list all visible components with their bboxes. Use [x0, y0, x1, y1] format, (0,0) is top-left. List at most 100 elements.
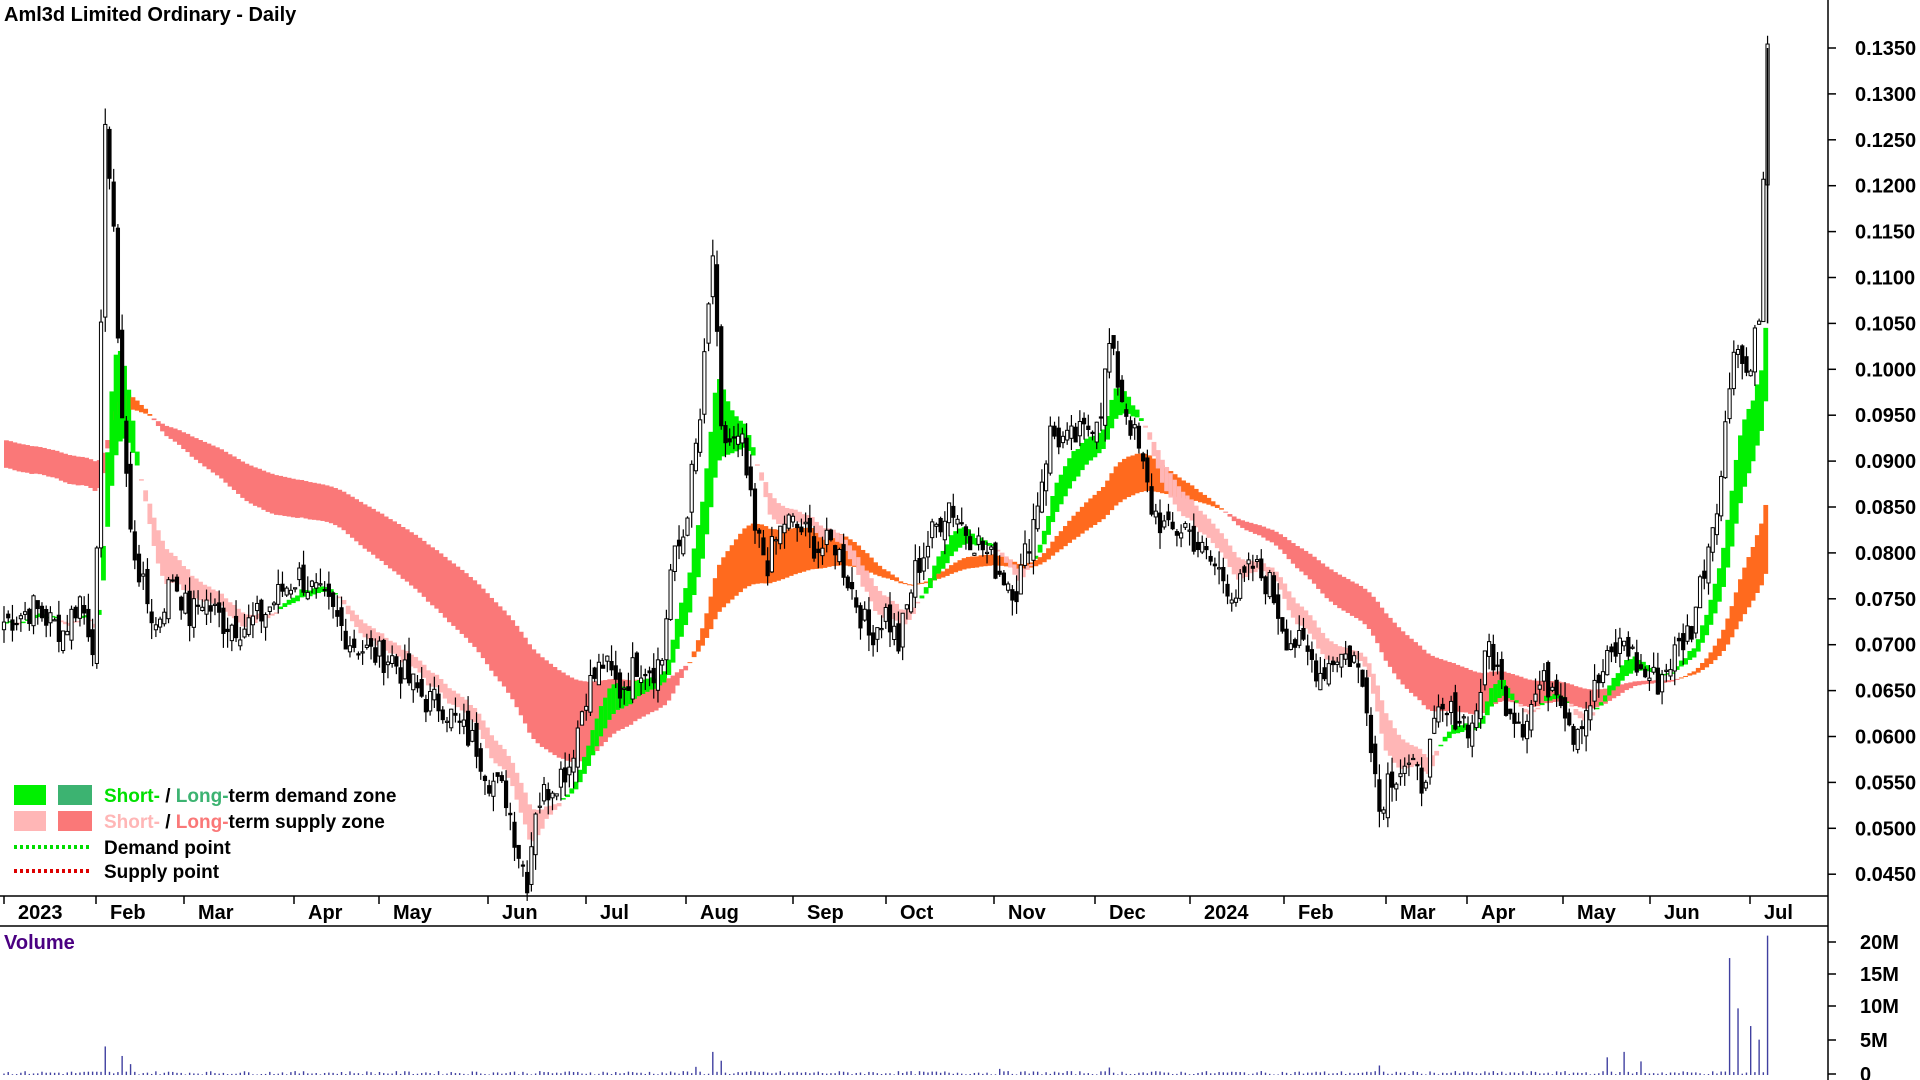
candle-body [115, 227, 121, 339]
short-term-zone-segment [189, 575, 195, 599]
candle-body [1406, 762, 1412, 765]
short-term-zone-segment [236, 608, 241, 623]
short-term-zone-segment [877, 590, 883, 615]
candle-body [782, 523, 787, 534]
candle-body [1482, 650, 1487, 686]
long-term-zone-segment [539, 657, 545, 747]
candle-body [233, 615, 239, 639]
candle-body [305, 591, 310, 600]
short-term-zone-segment [695, 525, 701, 578]
candle-body [1537, 684, 1542, 690]
long-term-zone-segment [1640, 680, 1646, 685]
short-term-zone-segment [873, 586, 878, 611]
short-term-zone-segment [548, 805, 554, 815]
long-term-zone-segment [20, 444, 26, 473]
candle-body [402, 659, 407, 680]
candle-body [1752, 327, 1758, 373]
candle-body [1242, 566, 1247, 573]
short-term-zone-segment [1759, 370, 1764, 431]
long-term-zone-segment [1349, 581, 1355, 616]
long-term-zone-segment [1763, 504, 1769, 574]
short-term-zone-segment [1096, 432, 1102, 454]
short-term-zone-segment [1514, 700, 1520, 703]
long-term-zone-segment [1565, 683, 1570, 703]
short-term-zone-segment [476, 713, 482, 730]
long-term-zone-segment [1539, 680, 1545, 706]
long-term-zone-segment [181, 432, 187, 450]
short-term-zone-segment [1320, 632, 1326, 655]
candle-body [14, 622, 19, 626]
short-term-zone-segment [1535, 707, 1541, 710]
candle-body [740, 433, 745, 444]
short-term-zone-segment [193, 578, 199, 599]
long-term-zone-segment [721, 557, 727, 608]
long-term-zone-segment [417, 537, 423, 593]
candle-body [1440, 703, 1445, 710]
short-term-zone-segment [1172, 479, 1178, 505]
short-term-zone-segment [202, 584, 208, 602]
candle-body [1427, 738, 1433, 778]
candle-body [567, 766, 572, 776]
short-term-zone-segment [641, 679, 646, 695]
long-term-zone-segment [531, 649, 537, 740]
candle-body [52, 619, 57, 622]
candle-body [655, 659, 661, 691]
long-term-zone-segment [303, 481, 309, 519]
price-tick-label: 0.0900 [1855, 451, 1916, 473]
short-term-zone-segment [206, 586, 212, 602]
candle-body [1478, 691, 1483, 720]
long-term-zone-segment [25, 445, 30, 473]
candle-body [1596, 674, 1601, 684]
candle-body [1069, 425, 1074, 439]
long-term-zone-segment [527, 644, 532, 733]
short-term-zone-segment [666, 659, 672, 675]
short-term-zone-segment [1088, 436, 1094, 461]
long-term-zone-segment [653, 680, 659, 711]
long-term-zone-segment [50, 449, 56, 478]
short-term-zone-segment [586, 745, 592, 766]
short-term-zone-segment [1079, 442, 1085, 471]
short-term-zone-segment [1742, 419, 1748, 487]
short-term-zone-segment [101, 545, 106, 581]
candle-body [86, 608, 91, 638]
candle-body [238, 639, 243, 647]
candle-body [436, 693, 441, 712]
short-term-zone-segment [780, 505, 786, 525]
candle-body [166, 579, 171, 620]
candle-body [1731, 351, 1736, 390]
short-term-zone-segment [1670, 672, 1676, 674]
short-term-zone-segment [383, 637, 389, 651]
short-term-zone-segment [417, 660, 423, 673]
short-term-zone-segment [1548, 696, 1553, 701]
candle-body [107, 128, 112, 179]
candle-body [769, 536, 774, 573]
short-term-zone-segment [1645, 665, 1651, 672]
price-tick-label: 0.0950 [1855, 405, 1916, 427]
long-term-zone-segment [295, 479, 300, 518]
candle-body [18, 615, 23, 620]
candle-body [799, 526, 804, 533]
long-term-zone-segment [244, 463, 250, 502]
short-term-zone-segment [1020, 568, 1026, 578]
long-term-zone-segment [518, 631, 524, 716]
long-term-zone-segment [341, 491, 347, 531]
short-term-zone-segment [1387, 720, 1393, 756]
short-term-zone-segment [345, 605, 351, 615]
candle-body [596, 661, 601, 686]
long-term-zone-segment [1505, 672, 1511, 702]
short-term-zone-segment [1176, 486, 1182, 512]
candle-body [938, 517, 943, 533]
short-term-zone-segment [468, 704, 473, 720]
long-term-zone-segment [324, 485, 330, 522]
long-term-zone-segment [974, 556, 980, 568]
short-term-zone-segment [1008, 559, 1013, 568]
candle-body [1491, 643, 1496, 671]
long-term-zone-segment [1248, 522, 1254, 532]
short-term-zone-segment [598, 706, 604, 737]
candle-body [672, 545, 677, 572]
candle-body [609, 660, 614, 671]
candle-body [1128, 420, 1133, 436]
long-term-zone-segment [1295, 546, 1300, 569]
candle-body [364, 644, 369, 648]
short-term-zone-segment [987, 542, 992, 546]
